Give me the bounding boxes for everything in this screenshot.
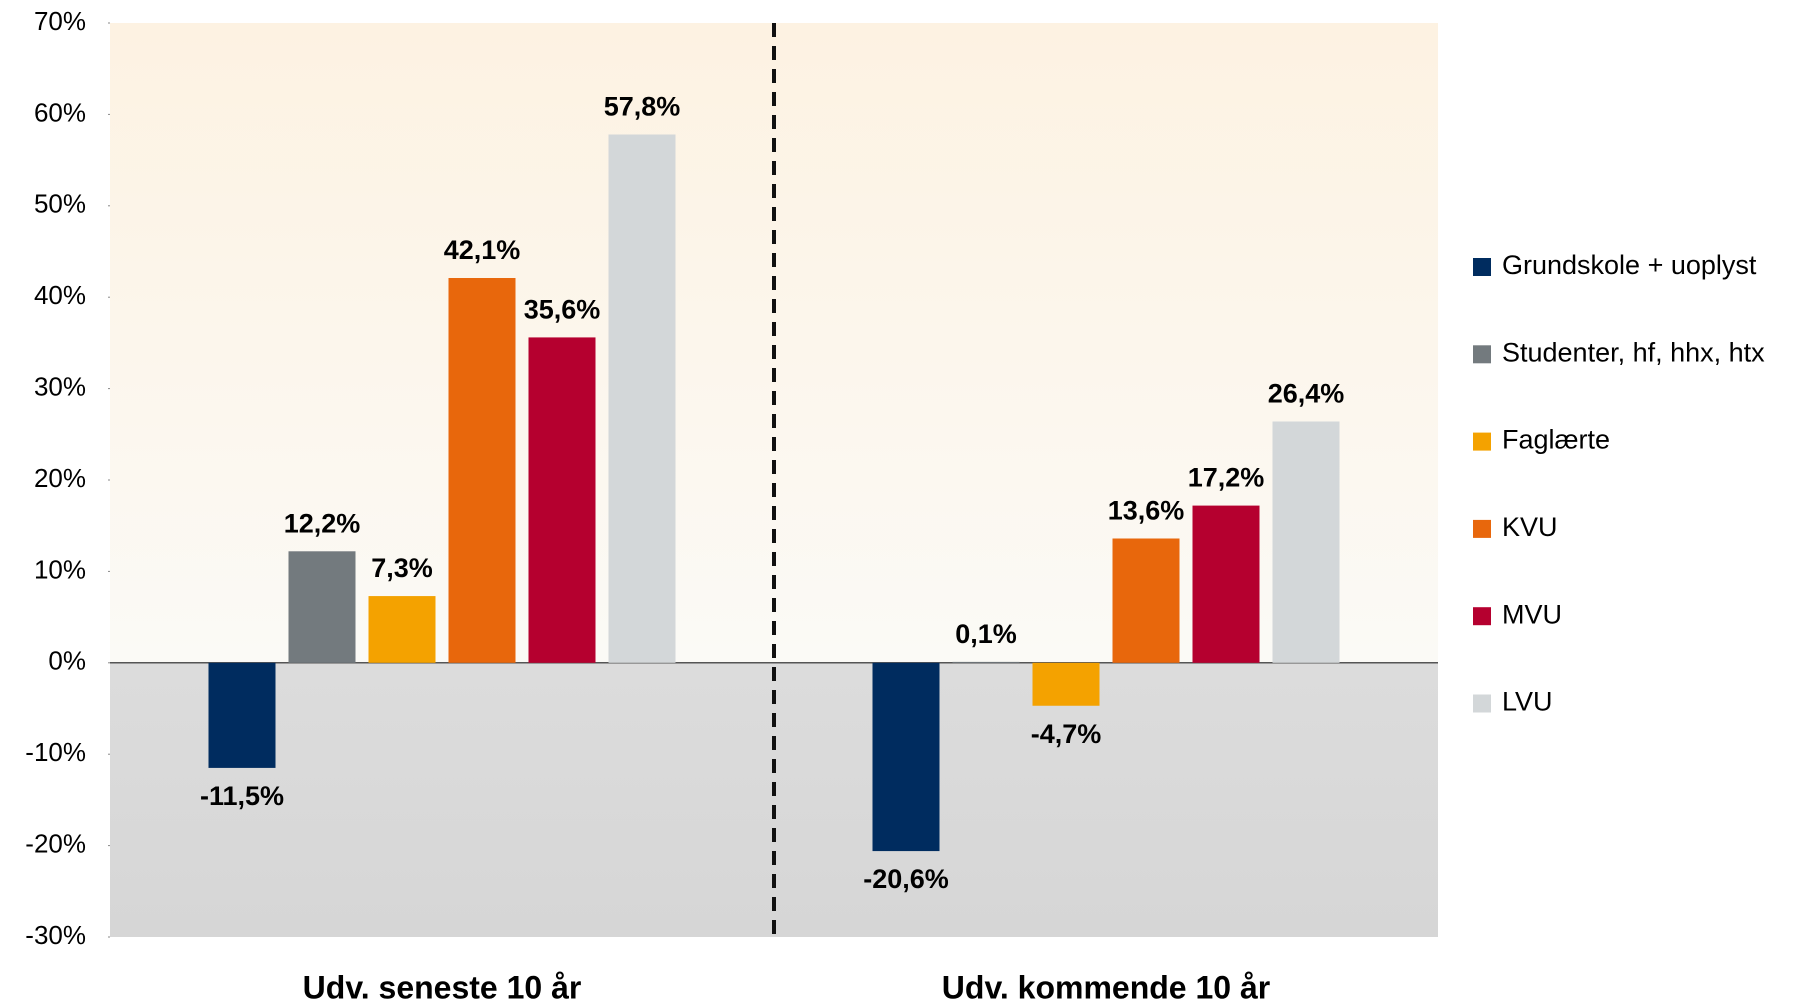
- bar: [1192, 505, 1260, 663]
- legend-swatch: [1473, 345, 1491, 364]
- x-tick-label: Udv. kommende 10 år: [942, 969, 1270, 1005]
- y-tick-label: 30%: [34, 371, 86, 401]
- bar: [1112, 538, 1180, 663]
- legend-label: KVU: [1502, 512, 1558, 542]
- value-label: 7,3%: [371, 553, 433, 583]
- legend-label: MVU: [1502, 599, 1562, 629]
- value-label: 12,2%: [284, 508, 361, 538]
- bar: [872, 662, 940, 852]
- legend-swatch: [1473, 258, 1491, 276]
- legend-label: Grundskole + uoplyst: [1502, 250, 1757, 280]
- y-tick-label: -20%: [25, 828, 86, 858]
- legend-swatch: [1473, 694, 1491, 713]
- bar: [952, 661, 1020, 663]
- value-label: 42,1%: [444, 235, 521, 265]
- y-tick-label: 20%: [34, 463, 86, 493]
- value-label: -4,7%: [1031, 719, 1102, 749]
- y-tick-label: -30%: [25, 920, 86, 950]
- y-tick-label: -10%: [25, 737, 86, 767]
- bar: [448, 278, 516, 663]
- bar: [208, 662, 276, 768]
- value-label: 0,1%: [955, 619, 1017, 649]
- bar: [288, 551, 356, 663]
- legend-label: Studenter, hf, hhx, htx: [1502, 337, 1765, 367]
- bar: [608, 134, 676, 663]
- negative-area: [110, 662, 1438, 937]
- value-label: 26,4%: [1268, 379, 1345, 409]
- y-tick-label: 10%: [34, 554, 86, 584]
- bar: [368, 596, 436, 663]
- legend-label: LVU: [1502, 687, 1553, 717]
- legend-swatch: [1473, 432, 1491, 451]
- y-tick-label: 0%: [48, 646, 86, 676]
- y-tick-label: 50%: [34, 189, 86, 219]
- bar: [1272, 421, 1340, 663]
- y-tick-label: 60%: [34, 97, 86, 127]
- bar: [1032, 662, 1100, 706]
- legend-label: Faglærte: [1502, 425, 1610, 455]
- y-tick-label: 40%: [34, 280, 86, 310]
- value-label: 57,8%: [604, 92, 681, 122]
- legend-swatch: [1473, 607, 1491, 626]
- bar: [528, 337, 596, 663]
- value-label: -11,5%: [200, 781, 284, 811]
- x-tick-label: Udv. seneste 10 år: [303, 969, 582, 1005]
- value-label: -20,6%: [863, 864, 949, 894]
- value-label: 17,2%: [1188, 463, 1265, 493]
- legend-swatch: [1473, 519, 1491, 538]
- y-tick-label: 70%: [34, 6, 86, 36]
- value-label: 13,6%: [1108, 496, 1185, 526]
- value-label: 35,6%: [524, 295, 601, 325]
